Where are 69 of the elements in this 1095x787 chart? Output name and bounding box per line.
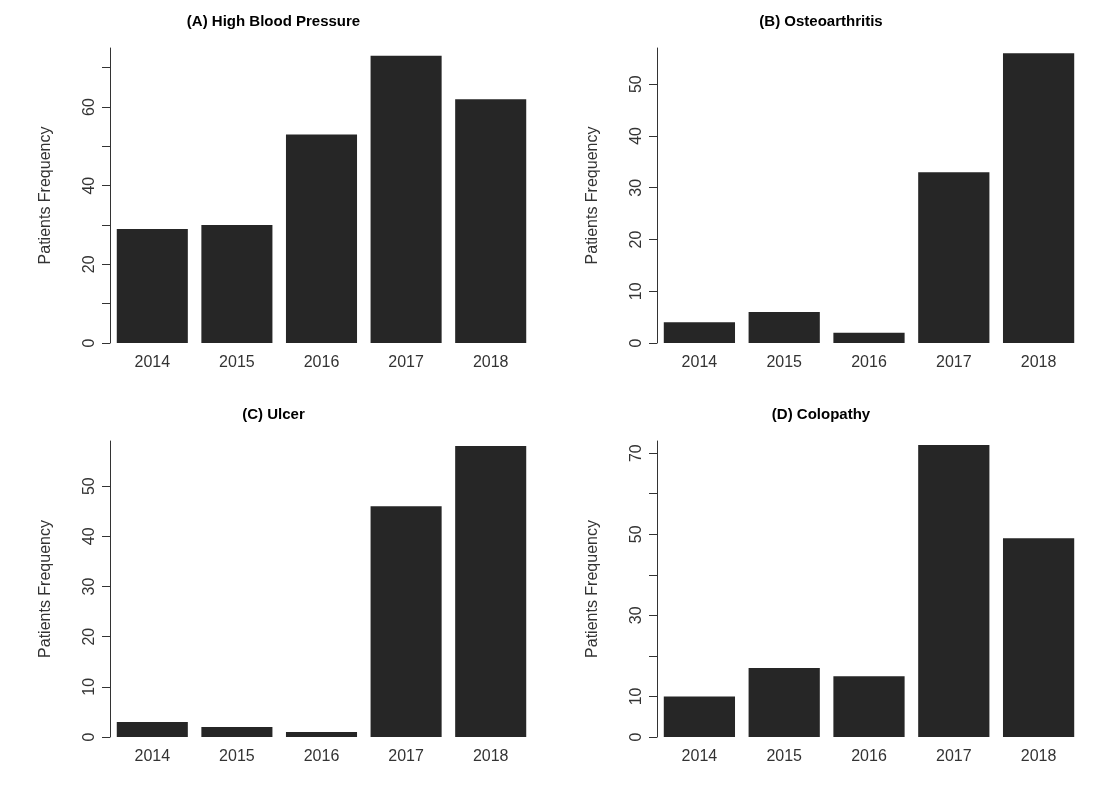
bar [370, 55, 442, 343]
x-tick-label: 2015 [219, 352, 255, 370]
x-tick-label: 2017 [388, 746, 424, 764]
y-tick-label: 30 [626, 178, 644, 197]
y-tick-label: 0 [626, 338, 644, 348]
x-tick-label: 2015 [766, 746, 803, 764]
x-tick-label: 2014 [134, 352, 171, 370]
x-tick-label: 2014 [134, 746, 171, 764]
chart-title: (B) Osteoarthritis [759, 12, 883, 29]
bar [663, 696, 736, 737]
bar [1002, 538, 1075, 737]
chart-title: (A) High Blood Pressure [186, 12, 361, 29]
x-tick-label: 2018 [1020, 352, 1057, 370]
bar [370, 506, 442, 737]
y-tick-label: 20 [626, 230, 644, 249]
y-tick-label: 70 [626, 444, 644, 463]
bar [455, 99, 527, 343]
x-tick-label: 2017 [388, 352, 424, 370]
bar [918, 445, 990, 737]
bar [748, 311, 820, 343]
y-tick-label: 0 [79, 338, 97, 348]
x-tick-label: 2014 [681, 746, 718, 764]
x-tick-label: 2017 [936, 746, 972, 764]
chart-title: (D) Colopathy [771, 405, 871, 422]
x-tick-label: 2016 [303, 352, 340, 370]
y-tick-label: 20 [79, 627, 97, 646]
bar [663, 322, 736, 343]
y-tick-label: 30 [626, 606, 644, 625]
x-tick-label: 2017 [936, 352, 972, 370]
y-tick-label: 50 [626, 75, 644, 94]
y-axis-title: Patients Frequency [582, 520, 600, 658]
x-tick-label: 2018 [472, 352, 509, 370]
bar [285, 134, 358, 343]
x-tick-label: 2016 [303, 746, 340, 764]
y-tick-label: 50 [79, 477, 97, 496]
y-tick-label: 40 [79, 176, 97, 195]
x-tick-label: 2018 [472, 746, 509, 764]
x-tick-label: 2016 [851, 352, 887, 370]
y-tick-label: 40 [626, 126, 644, 145]
y-tick-label: 50 [626, 525, 644, 544]
bar [833, 332, 905, 343]
bar [201, 225, 273, 343]
bar [748, 668, 820, 737]
y-tick-label: 10 [626, 687, 644, 706]
y-tick-label: 20 [79, 255, 97, 274]
bar [285, 731, 358, 737]
y-axis-title: Patients Frequency [35, 126, 53, 265]
bar [455, 446, 527, 737]
x-tick-label: 2014 [681, 352, 718, 370]
y-tick-label: 30 [79, 577, 97, 596]
bar [116, 228, 188, 343]
bar [1002, 53, 1075, 343]
x-tick-label: 2016 [851, 746, 887, 764]
bar [116, 721, 188, 737]
x-tick-label: 2018 [1020, 746, 1057, 764]
bar [833, 676, 905, 737]
y-tick-label: 40 [79, 527, 97, 546]
bar [201, 726, 273, 737]
x-tick-label: 2015 [766, 352, 803, 370]
y-tick-label: 10 [79, 677, 97, 696]
y-tick-label: 10 [626, 282, 644, 301]
y-axis-title: Patients Frequency [35, 520, 53, 658]
x-tick-label: 2015 [219, 746, 255, 764]
chart-title: (C) Ulcer [242, 405, 305, 422]
y-axis-title: Patients Frequency [582, 126, 600, 265]
y-tick-label: 60 [79, 98, 97, 116]
y-tick-label: 0 [79, 732, 97, 742]
y-tick-label: 0 [626, 732, 644, 742]
bar [918, 172, 990, 343]
